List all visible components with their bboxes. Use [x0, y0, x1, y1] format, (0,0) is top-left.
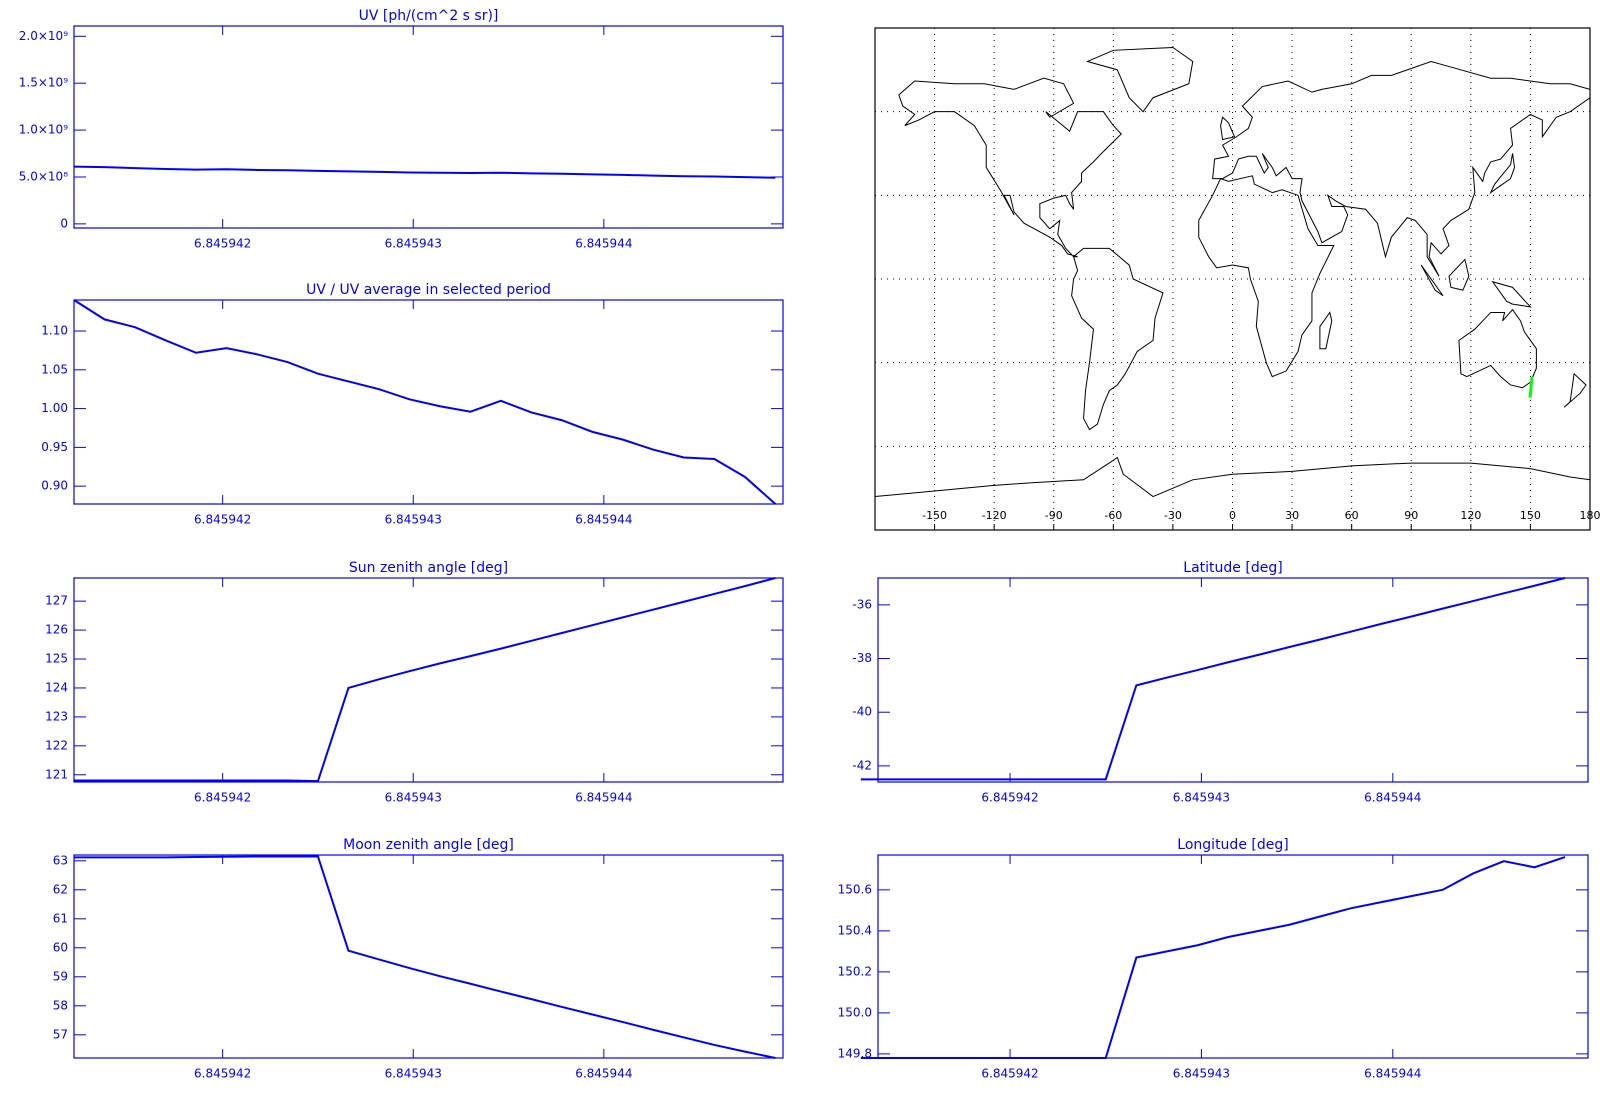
plot-frame: [73, 577, 784, 783]
y-tick-label: 124: [45, 680, 68, 694]
plot-frame: [73, 299, 784, 505]
x-tick-label: 6.845942: [194, 1067, 251, 1081]
y-tick-label: 150.6: [838, 882, 872, 896]
y-tick-label: 57: [53, 1027, 68, 1041]
x-tick-label: 6.845944: [1364, 1067, 1421, 1081]
y-tick-label: 63: [53, 853, 68, 867]
x-tick-label: 6.845944: [575, 513, 632, 527]
x-tick-label: 6.845942: [981, 791, 1038, 805]
y-tick-label: 1.0×10⁹: [19, 123, 68, 137]
coastlines: [875, 48, 1590, 497]
x-tick-label: 6.845943: [385, 791, 442, 805]
data-line: [74, 855, 776, 1059]
y-tick-label: 123: [45, 709, 68, 723]
y-tick-label: 59: [53, 969, 68, 983]
y-tick-label: 61: [53, 911, 68, 925]
y-tick-label: 0.95: [41, 440, 68, 454]
x-tick-label: -120: [982, 509, 1007, 522]
x-tick-label: 6.845944: [575, 1067, 632, 1081]
chart-title: UV [ph/(cm^2 s sr)]: [359, 8, 499, 24]
data-line: [860, 856, 1566, 1059]
x-tick-label: 6.845942: [194, 513, 251, 527]
x-tick-label: 150: [1520, 509, 1541, 522]
x-tick-label: -90: [1045, 509, 1063, 522]
x-tick-label: 90: [1404, 509, 1418, 522]
y-tick-label: 150.0: [838, 1005, 872, 1019]
y-tick-label: 150.4: [838, 923, 872, 937]
y-tick-label: 122: [45, 738, 68, 752]
y-tick-label: -40: [852, 705, 872, 719]
x-tick-label: 60: [1345, 509, 1359, 522]
y-tick-label: -38: [852, 651, 872, 665]
data-line: [73, 165, 776, 179]
x-tick-label: 6.845942: [981, 1067, 1038, 1081]
data-line: [73, 299, 777, 505]
y-tick-label: 2.0×10⁹: [19, 29, 68, 43]
plot-frame: [73, 854, 784, 1059]
x-tick-label: 6.845944: [1364, 791, 1421, 805]
y-tick-label: 58: [53, 998, 68, 1012]
chart-title: Longitude [deg]: [1177, 837, 1288, 853]
y-tick-label: 1.00: [41, 401, 68, 415]
chart-title: UV / UV average in selected period: [306, 282, 551, 298]
data-line: [74, 577, 776, 783]
x-tick-label: 0: [1229, 509, 1236, 522]
y-tick-label: 60: [53, 940, 68, 954]
x-tick-label: 6.845943: [385, 1067, 442, 1081]
x-tick-label: -30: [1164, 509, 1182, 522]
y-tick-label: 127: [45, 594, 68, 608]
y-tick-label: 1.10: [41, 324, 68, 338]
y-tick-label: 125: [45, 652, 68, 666]
y-tick-label: 5.0×10⁸: [19, 169, 68, 183]
map-frame: [874, 27, 1591, 531]
chart-title: Moon zenith angle [deg]: [343, 837, 514, 853]
y-tick-label: 62: [53, 882, 68, 896]
x-tick-label: 6.845944: [575, 791, 632, 805]
plot-frame: [877, 854, 1589, 1059]
plot-frame: [73, 25, 784, 229]
x-tick-label: 30: [1285, 509, 1299, 522]
y-tick-label: 1.05: [41, 362, 68, 376]
x-tick-label: 6.845944: [575, 237, 632, 251]
y-tick-label: 149.8: [838, 1046, 872, 1060]
y-tick-label: 1.5×10⁹: [19, 76, 68, 90]
y-tick-label: 0.90: [41, 479, 68, 493]
x-tick-label: 6.845942: [194, 791, 251, 805]
y-tick-label: 0: [60, 216, 68, 230]
x-tick-label: 120: [1460, 509, 1481, 522]
chart-title: Latitude [deg]: [1183, 560, 1282, 576]
x-tick-label: 6.845943: [1173, 1067, 1230, 1081]
y-tick-label: 126: [45, 623, 68, 637]
x-tick-label: -150: [922, 509, 947, 522]
y-tick-label: -36: [852, 597, 872, 611]
ground-track: [1528, 376, 1534, 398]
y-tick-label: 150.2: [838, 964, 872, 978]
x-tick-label: 6.845943: [385, 513, 442, 527]
y-tick-label: -42: [852, 758, 872, 772]
y-tick-label: 121: [45, 767, 68, 781]
chart-title: Sun zenith angle [deg]: [349, 560, 508, 576]
x-tick-label: 6.845943: [385, 237, 442, 251]
data-line: [860, 577, 1566, 781]
x-tick-label: 6.845943: [1173, 791, 1230, 805]
x-tick-label: 6.845942: [194, 237, 251, 251]
x-tick-label: -60: [1104, 509, 1122, 522]
plot-frame: [877, 577, 1589, 783]
